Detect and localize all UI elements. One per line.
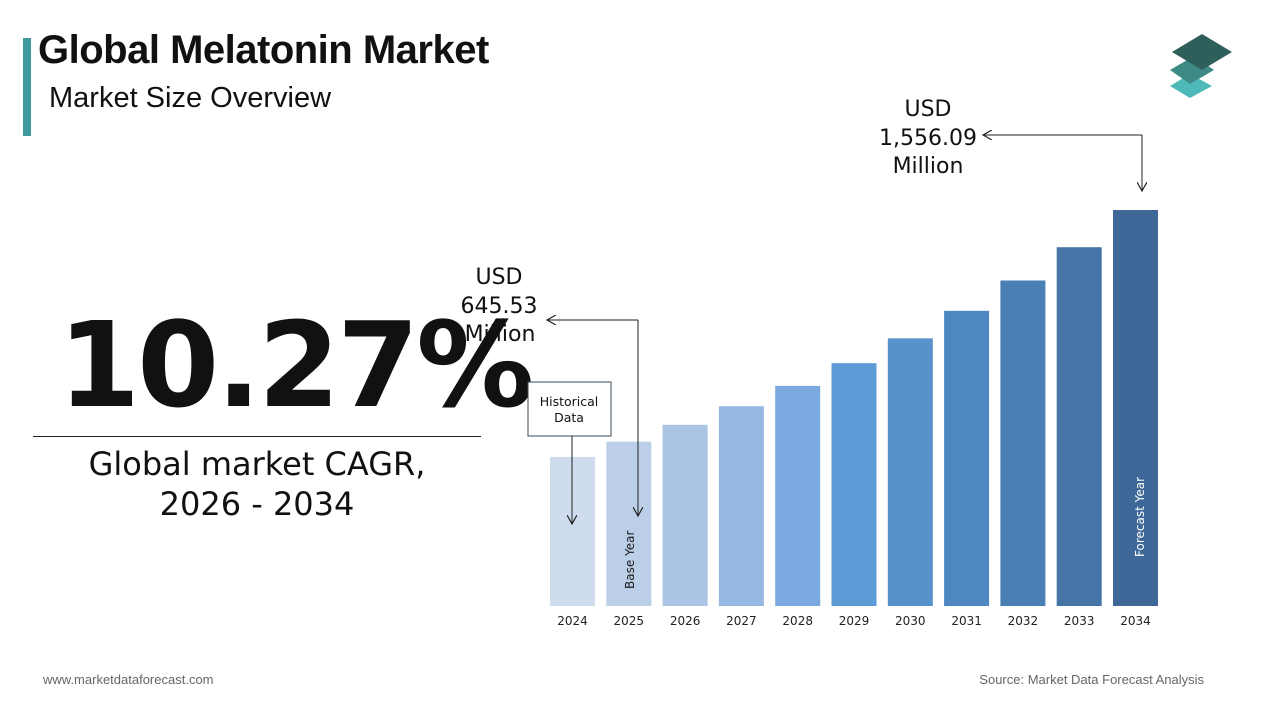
tick-label-2034: 2034: [1120, 614, 1151, 628]
forecast-year-label: Forecast Year: [1133, 477, 1147, 557]
bar-2029: [831, 363, 877, 606]
tick-label-2025: 2025: [614, 614, 645, 628]
callout-2034-line2: 1,556.09: [879, 126, 977, 151]
cagr-label-line1: Global market CAGR,: [88, 445, 426, 483]
tick-label-2031: 2031: [951, 614, 982, 628]
source-note: Source: Market Data Forecast Analysis: [979, 672, 1204, 687]
bar-2030: [887, 338, 933, 606]
historical-data-box: [527, 381, 612, 437]
cagr-label-line2: 2026 - 2034: [159, 485, 355, 523]
bar-2028: [775, 385, 821, 606]
base-year-label: Base Year: [623, 530, 637, 589]
tick-label-2033: 2033: [1064, 614, 1095, 628]
tick-label-2026: 2026: [670, 614, 701, 628]
callout-2034-line3: Million: [893, 154, 964, 179]
tick-label-2030: 2030: [895, 614, 926, 628]
tick-label-2032: 2032: [1008, 614, 1039, 628]
historical-data-line1: Historical: [540, 394, 599, 409]
website-link[interactable]: www.marketdataforecast.com: [43, 672, 214, 687]
bars-layer: [550, 210, 1158, 606]
bar-2034: [1113, 210, 1158, 606]
logo-layer-bottom: [1170, 74, 1212, 98]
tick-label-2029: 2029: [839, 614, 870, 628]
callout-2034-line1: USD: [904, 97, 951, 122]
cagr-value: 10.27%: [58, 296, 534, 434]
callout-2025-line1: USD: [475, 265, 522, 290]
tick-label-2024: 2024: [557, 614, 588, 628]
bar-2032: [1000, 280, 1046, 606]
bar-2025: [606, 441, 652, 606]
bar-2026: [662, 424, 708, 606]
bar-2027: [718, 406, 764, 606]
logo-layer-top: [1172, 34, 1232, 70]
historical-data-line2: Data: [554, 410, 584, 425]
callout-2025-line3: Million: [465, 322, 536, 347]
cagr-label: Global market CAGR, 2026 - 2034: [33, 444, 481, 524]
bar-2031: [944, 310, 990, 606]
tick-label-2027: 2027: [726, 614, 757, 628]
x-axis-ticks: 2024 2025 2026 2027 2028 2029 2030 2031 2032 2033…: [557, 614, 1151, 628]
title-accent-bar: [23, 38, 31, 136]
cagr-divider: [33, 436, 481, 437]
page-title: Global Melatonin Market: [38, 28, 489, 72]
logo-icon: [1170, 34, 1232, 98]
callout-2025-line2: 645.53: [461, 294, 538, 319]
page-subtitle: Market Size Overview: [49, 82, 332, 114]
tick-label-2028: 2028: [782, 614, 813, 628]
bar-2033: [1056, 247, 1102, 606]
